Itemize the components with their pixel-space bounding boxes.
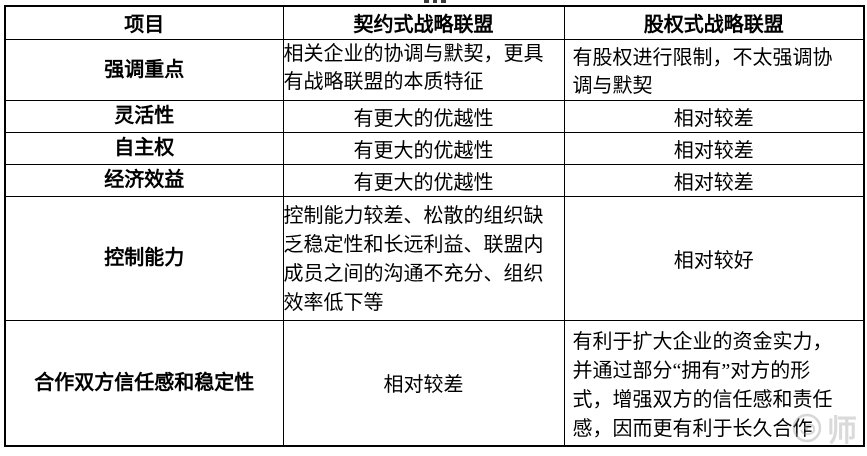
contractual-cell: 有更大的优越性	[282, 131, 565, 165]
row-label-cell: 灵活性	[4, 99, 284, 133]
table-row-emphasis-focus: 强调重点 相关企业的协调与默契，更具 有战略联盟的本质特征 有股权进行限制，不太…	[4, 38, 865, 101]
row-label-cell: 强调重点	[4, 38, 284, 101]
equity-cell: 相对较差	[563, 99, 865, 133]
equity-cell: 相对较好	[563, 195, 865, 321]
header-row: 项目 契约式战略联盟 股权式战略联盟	[4, 5, 865, 40]
contractual-cell: 控制能力较差、松散的组织缺 乏稳定性和长远利益、联盟内 成员之间的沟通不充分、组…	[282, 195, 565, 321]
row-label-cell: 控制能力	[4, 195, 284, 321]
cropped-text-fragment	[424, 0, 450, 3]
table-row-economic-benefit: 经济效益 有更大的优越性 相对较差	[4, 163, 865, 197]
header-equity-alliance: 股权式战略联盟	[563, 5, 865, 40]
equity-cell: 相对较差	[563, 131, 865, 165]
comparison-table: 项目 契约式战略联盟 股权式战略联盟 强调重点 相关企业的协调与默契，更具 有战…	[4, 5, 865, 447]
table-row-flexibility: 灵活性 有更大的优越性 相对较差	[4, 99, 865, 133]
header-item: 项目	[4, 5, 284, 40]
row-label-cell: 自主权	[4, 131, 284, 165]
contractual-cell: 有更大的优越性	[282, 163, 565, 197]
table-row-control-ability: 控制能力 控制能力较差、松散的组织缺 乏稳定性和长远利益、联盟内 成员之间的沟通…	[4, 195, 865, 321]
header-contractual-alliance: 契约式战略联盟	[282, 5, 565, 40]
contractual-cell: 相对较差	[282, 319, 565, 447]
contractual-cell: 有更大的优越性	[282, 99, 565, 133]
equity-cell: 有股权进行限制，不太强调协 调与默契	[563, 38, 865, 101]
row-label-cell: 合作双方信任感和稳定性	[4, 319, 284, 447]
row-label-cell: 经济效益	[4, 163, 284, 197]
table-row-autonomy: 自主权 有更大的优越性 相对较差	[4, 131, 865, 165]
table-row-trust-stability: 合作双方信任感和稳定性 相对较差 有利于扩大企业的资金实力， 并通过部分“拥有”…	[4, 319, 865, 447]
contractual-cell: 相关企业的协调与默契，更具 有战略联盟的本质特征	[282, 38, 565, 101]
equity-cell: 有利于扩大企业的资金实力， 并通过部分“拥有”对方的形 式，增强双方的信任感和责…	[563, 319, 865, 447]
equity-cell: 相对较差	[563, 163, 865, 197]
